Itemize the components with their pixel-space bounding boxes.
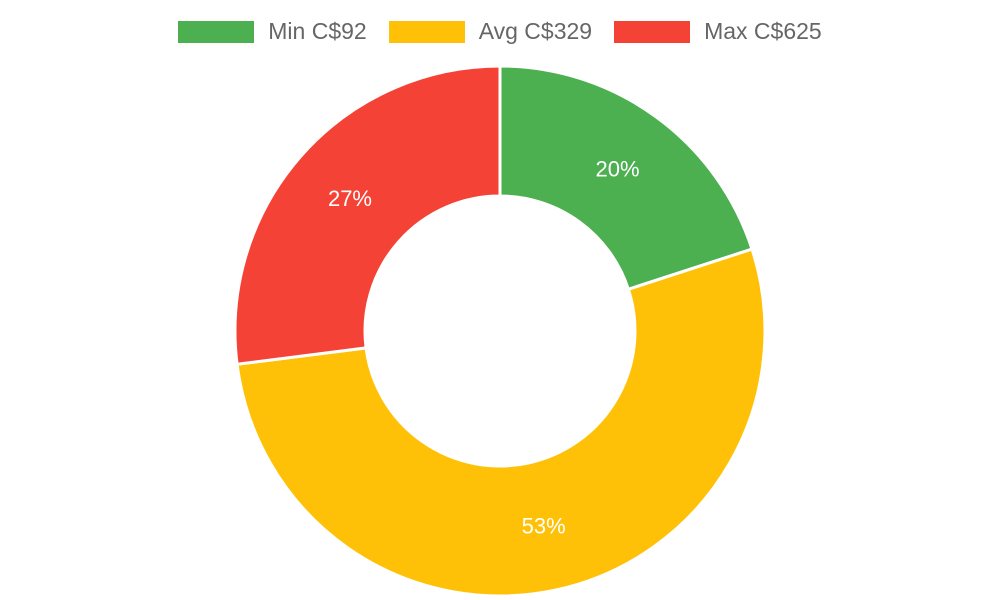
legend-swatch-avg bbox=[388, 20, 465, 43]
legend-label-max: Max C$625 bbox=[704, 18, 822, 44]
legend-swatch-min bbox=[178, 20, 255, 43]
legend-item-max[interactable]: Max C$625 bbox=[614, 18, 822, 45]
legend-label-min: Min C$92 bbox=[268, 18, 367, 44]
chart-legend: Min C$92 Avg C$329 Max C$625 bbox=[0, 18, 1000, 45]
legend-item-avg[interactable]: Avg C$329 bbox=[388, 18, 593, 45]
slice-avg[interactable] bbox=[235, 247, 767, 598]
slice-label-avg: 53% bbox=[522, 514, 566, 539]
slice-max[interactable] bbox=[233, 64, 502, 366]
legend-swatch-max bbox=[614, 20, 691, 43]
slice-min[interactable] bbox=[498, 64, 754, 292]
slice-label-max: 27% bbox=[328, 186, 372, 211]
slice-label-min: 20% bbox=[596, 157, 640, 182]
legend-item-min[interactable]: Min C$92 bbox=[178, 18, 367, 45]
legend-label-avg: Avg C$329 bbox=[478, 18, 593, 44]
